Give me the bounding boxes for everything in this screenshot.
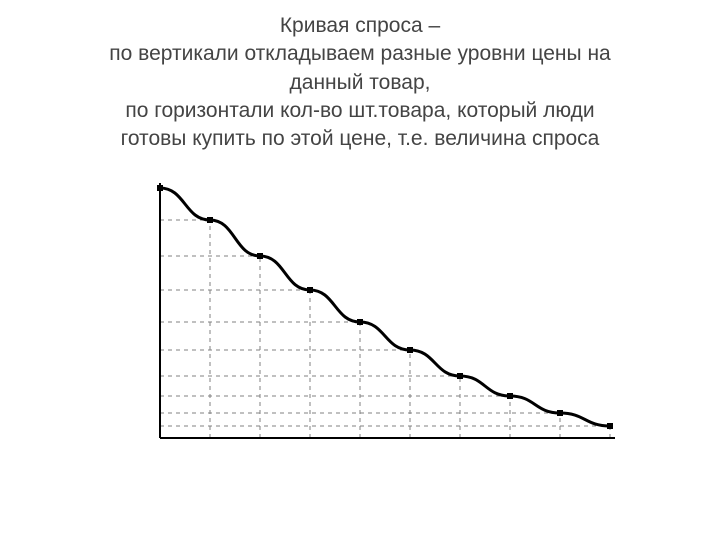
- page-title: Кривая спроса – по вертикали откладываем…: [109, 12, 610, 154]
- title-line: данный товар,: [109, 69, 610, 97]
- title-line: готовы купить по этой цене, т.е. величин…: [109, 125, 610, 153]
- demand-curve-chart: [100, 178, 620, 463]
- title-line: Кривая спроса –: [109, 12, 610, 40]
- chart-svg: [100, 178, 620, 458]
- title-line: по горизонтали кол-во шт.товара, который…: [109, 97, 610, 125]
- title-line: по вертикали откладываем разные уровни ц…: [109, 40, 610, 68]
